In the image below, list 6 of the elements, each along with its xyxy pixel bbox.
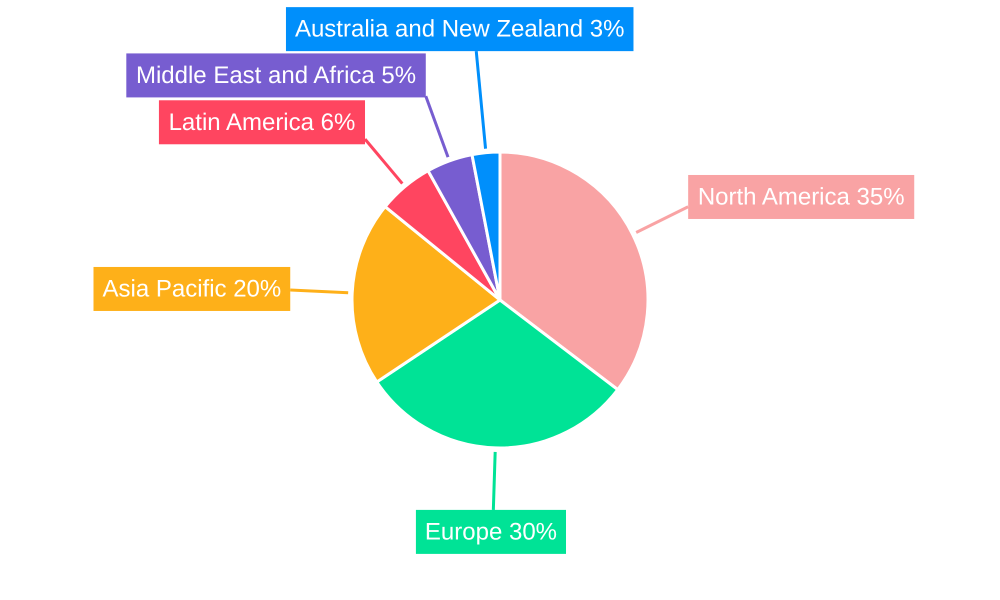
slice-label: Middle East and Africa 5% bbox=[136, 62, 416, 89]
slice-label: Latin America 6% bbox=[168, 108, 356, 136]
slice-label: North America 35% bbox=[698, 183, 905, 210]
slice-label: Europe 30% bbox=[424, 518, 558, 546]
slice-label: Asia Pacific 20% bbox=[102, 275, 282, 302]
slice-label: Australia and New Zealand 3% bbox=[294, 16, 624, 43]
